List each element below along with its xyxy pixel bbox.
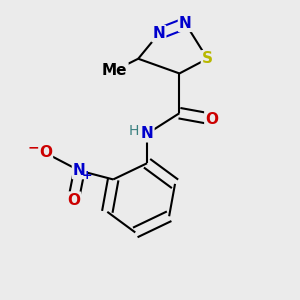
Text: +: +: [81, 169, 92, 182]
Text: H: H: [129, 124, 139, 138]
Text: O: O: [39, 146, 52, 160]
Text: S: S: [202, 51, 213, 66]
Text: N: N: [141, 126, 153, 141]
Text: O: O: [205, 112, 218, 127]
Text: N: N: [179, 16, 192, 31]
Text: −: −: [28, 140, 40, 154]
Text: N: N: [73, 163, 86, 178]
Text: O: O: [67, 193, 80, 208]
Text: Me: Me: [102, 63, 128, 78]
Text: N: N: [152, 26, 165, 41]
